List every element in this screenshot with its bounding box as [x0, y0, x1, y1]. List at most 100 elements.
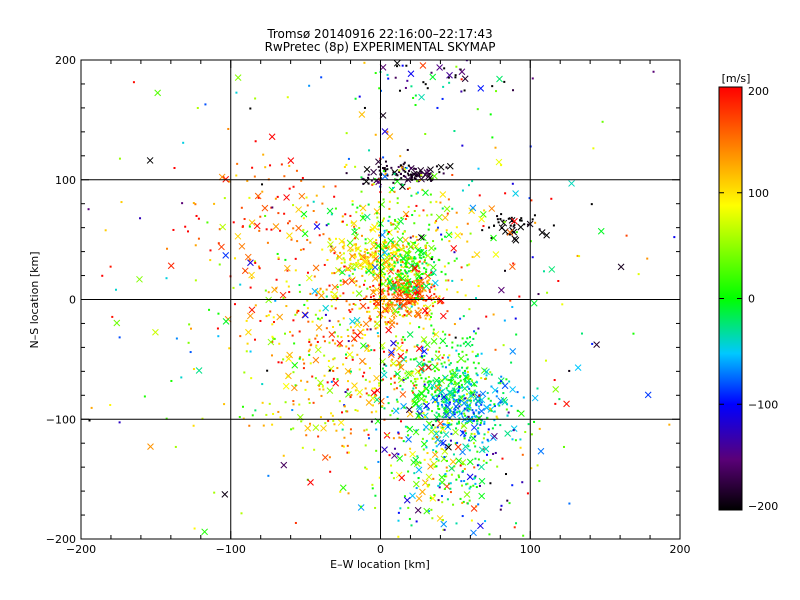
- data-point-cross: [390, 339, 397, 347]
- data-point: [409, 173, 412, 176]
- data-point: [466, 482, 469, 485]
- data-point-cross: [282, 382, 290, 390]
- data-point: [426, 264, 429, 267]
- data-point: [194, 279, 197, 282]
- data-point: [354, 165, 357, 168]
- data-point: [429, 360, 432, 363]
- data-point: [460, 480, 463, 483]
- data-point: [454, 336, 457, 339]
- data-point: [331, 339, 334, 342]
- data-point: [359, 505, 362, 508]
- data-point: [407, 270, 410, 273]
- data-point: [377, 201, 380, 204]
- data-point: [383, 239, 386, 242]
- data-point-cross: [322, 304, 330, 312]
- data-point: [424, 299, 427, 302]
- data-point: [466, 502, 469, 505]
- data-point: [289, 330, 292, 333]
- data-point: [438, 408, 441, 411]
- data-point: [414, 104, 417, 107]
- data-point-cross: [312, 424, 320, 431]
- data-point: [367, 349, 370, 352]
- data-point: [423, 398, 426, 401]
- data-point-cross: [403, 496, 411, 504]
- data-point: [449, 362, 452, 365]
- data-point: [433, 494, 436, 497]
- data-point-cross: [398, 376, 405, 384]
- data-point: [412, 260, 415, 263]
- data-point: [471, 379, 474, 382]
- data-point: [435, 457, 438, 460]
- data-point: [461, 144, 464, 147]
- data-point: [494, 348, 497, 351]
- data-point: [373, 241, 376, 244]
- data-point: [378, 384, 381, 387]
- data-point: [428, 383, 431, 386]
- data-point: [475, 391, 478, 394]
- data-point: [474, 332, 477, 335]
- data-point-cross: [517, 223, 525, 231]
- data-point-cross: [291, 384, 298, 392]
- data-point-cross: [470, 529, 477, 537]
- data-point-cross: [391, 242, 399, 250]
- data-point: [476, 422, 479, 425]
- data-point: [413, 209, 416, 212]
- data-point: [427, 376, 430, 379]
- data-point: [494, 146, 497, 149]
- data-point: [477, 405, 480, 408]
- data-point: [341, 245, 344, 248]
- data-point: [383, 297, 386, 300]
- data-point: [308, 84, 311, 87]
- data-point: [438, 295, 441, 298]
- data-point: [468, 308, 471, 311]
- data-point: [380, 271, 383, 274]
- data-point: [389, 221, 392, 224]
- data-point: [411, 246, 414, 249]
- data-point: [367, 203, 370, 206]
- data-point: [469, 336, 472, 339]
- data-point-cross: [430, 269, 437, 276]
- data-point: [405, 360, 408, 363]
- data-point: [389, 254, 392, 257]
- data-point-cross: [241, 267, 249, 275]
- data-point-cross: [439, 439, 447, 447]
- data-point: [456, 441, 459, 444]
- data-point: [446, 310, 449, 313]
- data-point: [475, 355, 478, 358]
- data-point: [452, 398, 455, 401]
- data-point: [544, 359, 547, 362]
- data-point: [422, 296, 425, 299]
- data-point: [383, 253, 386, 256]
- data-point: [447, 279, 450, 282]
- data-point: [355, 211, 358, 214]
- data-point: [452, 400, 455, 403]
- data-point: [264, 214, 267, 217]
- data-point: [250, 377, 253, 380]
- data-point: [429, 297, 432, 300]
- data-point: [480, 377, 483, 380]
- data-point: [472, 361, 475, 364]
- data-point: [358, 285, 361, 288]
- data-point: [558, 398, 561, 401]
- data-point: [428, 510, 431, 513]
- data-point: [298, 330, 301, 333]
- data-point-cross: [478, 492, 486, 500]
- data-point: [246, 179, 249, 182]
- data-point: [412, 280, 415, 283]
- data-point: [314, 337, 317, 340]
- data-point: [468, 487, 471, 490]
- data-point: [192, 202, 195, 205]
- data-point-cross: [414, 289, 422, 296]
- data-point: [441, 501, 444, 504]
- data-point: [257, 265, 260, 268]
- chart-title-line-1: Tromsø 20140916 22:16:00–22:17:43: [266, 27, 492, 41]
- data-point: [457, 474, 460, 477]
- data-point: [373, 254, 376, 257]
- data-point: [335, 295, 338, 298]
- data-point-cross: [431, 451, 439, 459]
- data-point: [365, 262, 368, 265]
- data-point: [398, 170, 401, 173]
- data-point: [369, 253, 372, 256]
- data-point: [511, 438, 514, 441]
- data-point: [601, 120, 604, 123]
